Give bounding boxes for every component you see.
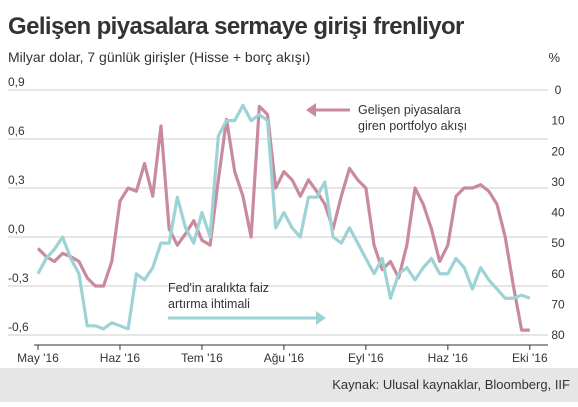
x-tick-label: Ağu '16: [264, 351, 305, 365]
arrow: [306, 103, 350, 117]
x-tick-label: Tem '16: [181, 351, 223, 365]
annotation: Gelişen piyasalara giren portfolyo akışı: [358, 103, 467, 133]
y2-tick-label: 50: [551, 236, 565, 250]
y-tick-label: 0,9: [8, 75, 25, 89]
y2-tick-label: 0: [555, 83, 562, 97]
y2-tick-label: 70: [551, 297, 565, 311]
x-tick-label: Haz '16: [100, 351, 141, 365]
chart-title: Gelişen piyasalara sermaye girişi frenli…: [8, 13, 464, 40]
annotation-line: giren portfolyo akışı: [358, 119, 467, 133]
x-tick-label: May '16: [17, 351, 59, 365]
annotation: Fed'in aralıkta faiz artırma ihtimali: [168, 281, 269, 311]
y2-unit: %: [548, 50, 560, 65]
y-tick-label: 0,0: [8, 222, 25, 236]
y2-tick-label: 40: [551, 206, 565, 220]
line-series: [36, 104, 530, 332]
y-tick-label: 0,6: [8, 124, 25, 138]
y2-tick-label: 80: [551, 328, 565, 342]
x-tick-label: Haz '16: [428, 351, 469, 365]
y2-tick-label: 20: [551, 144, 565, 158]
y2-tick-label: 60: [551, 267, 565, 281]
annotation-line: artırma ihtimali: [168, 297, 250, 311]
annotation-line: Gelişen piyasalara: [358, 103, 461, 117]
y-tick-label: -0,6: [8, 320, 29, 334]
x-tick-label: Eyl '16: [348, 351, 384, 365]
arrow: [168, 311, 326, 325]
y-tick-label: 0,3: [8, 173, 25, 187]
line-series: [36, 103, 531, 331]
source: Kaynak: Ulusal kaynaklar, Bloomberg, IIF: [332, 377, 570, 392]
y-tick-label: -0,3: [8, 271, 29, 285]
subtitle: Milyar dolar, 7 günlük girişler (Hisse +…: [8, 49, 310, 65]
y2-tick-label: 30: [551, 175, 565, 189]
annotation-line: Fed'in aralıkta faiz: [168, 281, 269, 295]
source-band: [0, 368, 578, 402]
x-tick-label: Eki '16: [512, 351, 548, 365]
y2-tick-label: 10: [551, 114, 565, 128]
